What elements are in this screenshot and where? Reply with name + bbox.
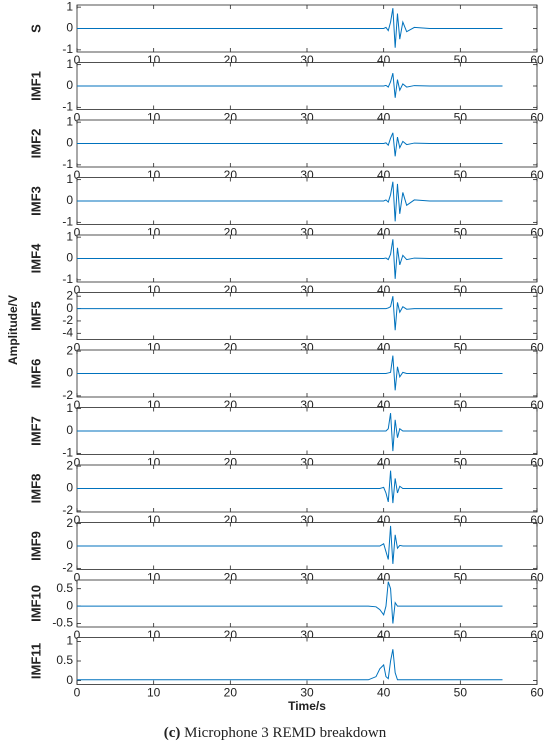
y-tick-label: -2 [62,313,73,327]
x-tick-label: 0 [74,571,81,585]
y-tick-label: 0 [66,481,73,495]
signal-line [77,132,503,157]
x-tick-label: 0 [74,686,81,700]
y-tick-label: -1 [62,100,73,114]
y-tick-label: -0.5 [52,616,73,630]
panel-label: IMF6 [28,359,43,389]
x-tick-label: 30 [300,686,314,700]
caption-text: Microphone 3 REMD breakdown [184,725,387,741]
y-tick-label: 2 [66,516,73,530]
y-tick-label: -2 [62,388,73,402]
panel-frame [76,637,538,685]
x-tick-label: 0 [74,513,81,527]
signal-line [77,355,503,391]
panel-frame [76,292,538,340]
signal-line [77,413,503,452]
x-tick-label: 0 [74,111,81,125]
x-tick-label: 20 [224,686,238,700]
signal-line [77,296,503,331]
y-tick-label: 0 [66,251,73,265]
signal-line [77,8,503,48]
signal-line [77,470,503,504]
x-tick-label: 10 [147,686,161,700]
y-tick-label: 2 [66,343,73,357]
x-tick-label: 60 [530,686,544,700]
panel-label: IMF3 [28,186,43,216]
panel-label: IMF7 [28,416,43,446]
x-tick-label: 0 [74,283,81,297]
x-tick-label: 0 [74,53,81,67]
y-tick-label: -1 [62,42,73,56]
y-tick-label: 1 [66,0,73,13]
x-tick-label: 0 [74,456,81,470]
y-tick-label: 0 [66,366,73,380]
x-axis-title: Time/s [288,699,326,713]
panel-label: IMF4 [28,243,43,273]
y-tick-label: -2 [62,561,73,575]
x-tick-label: 0 [74,226,81,240]
y-tick-label: -1 [62,157,73,171]
caption: (c) Microphone 3 REMD breakdown [164,725,387,741]
y-tick-label: 1 [66,634,73,648]
y-tick-label: -1 [62,215,73,229]
signal-line [77,581,503,624]
y-tick-label: 0 [66,78,73,92]
signal-line [77,73,503,98]
y-tick-label: 1 [66,57,73,71]
panel-label: IMF1 [28,71,43,101]
panel-label: IMF2 [28,129,43,159]
y-tick-label: 1 [66,401,73,415]
y-tick-label: -1 [62,272,73,286]
y-tick-label: 2 [66,288,73,302]
panel-label: IMF5 [28,301,43,331]
y-tick-label: -2 [62,503,73,517]
y-tick-label: 0 [66,538,73,552]
y-tick-label: 0 [66,21,73,35]
x-tick-label: 0 [74,341,81,355]
y-tick-label: 0 [66,301,73,315]
y-tick-label: 0.5 [56,653,73,667]
x-tick-label: 0 [74,398,81,412]
y-tick-label: -1 [62,446,73,460]
signal-line [77,649,503,681]
x-tick-label: 40 [377,686,391,700]
panel-frame [76,579,538,628]
x-tick-label: 50 [454,686,468,700]
panel-label: IMF9 [28,531,43,561]
y-axis-title: Amplitude/V [6,295,20,365]
y-tick-label: 0 [66,673,73,687]
signal-line [77,181,503,222]
panel-label: IMF11 [28,643,43,679]
y-tick-label: 1 [66,172,73,186]
x-tick-label: 0 [74,168,81,182]
y-tick-label: 1 [66,114,73,128]
y-tick-label: 0.5 [56,581,73,595]
signal-line [77,525,503,564]
panel-label: S [28,24,43,33]
panel-label: IMF10 [28,585,43,622]
panel-label: IMF8 [28,474,43,504]
y-tick-label: 0 [66,598,73,612]
x-tick-label: 0 [74,628,81,642]
y-tick-label: -4 [62,325,73,339]
caption-label: (c) [164,725,181,741]
y-tick-label: 2 [66,458,73,472]
y-tick-label: 0 [66,193,73,207]
y-tick-label: 0 [66,423,73,437]
y-tick-label: 0 [66,136,73,150]
signal-line [77,239,503,279]
y-tick-label: 1 [66,229,73,243]
